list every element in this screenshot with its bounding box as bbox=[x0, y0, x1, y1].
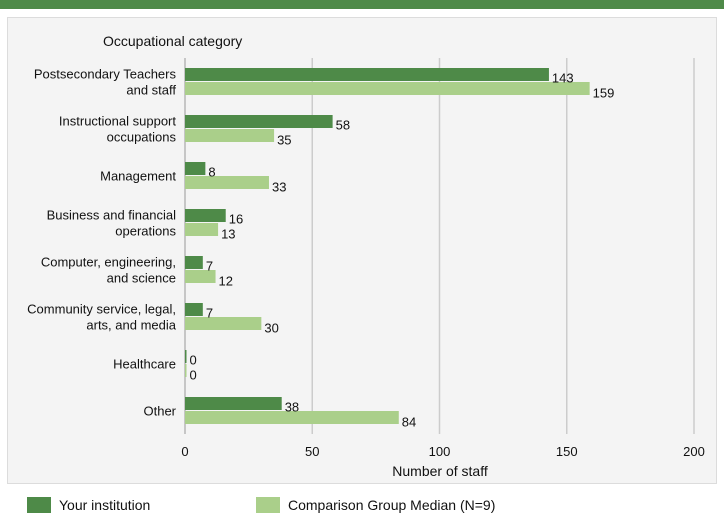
y-axis-title: Occupational category bbox=[103, 33, 242, 49]
bar-healthcare-series-1 bbox=[185, 350, 187, 363]
x-tick-label-200: 200 bbox=[683, 444, 705, 459]
bar-business-and-financial-operations-series-2 bbox=[185, 223, 219, 236]
x-tick-label-100: 100 bbox=[429, 444, 451, 459]
value-label-postsecondary-teachers-and-staff-series-1: 143 bbox=[552, 71, 574, 86]
gridlines bbox=[184, 58, 695, 434]
value-label-other-series-2: 84 bbox=[402, 415, 416, 430]
x-tick-labels: 0 50 100 150 200 bbox=[181, 444, 704, 459]
category-label-computer-engineering-and-science-line-1: Computer, engineering, bbox=[41, 255, 176, 270]
value-label-management-series-2: 33 bbox=[272, 180, 286, 195]
legend-swatch-comparison-median bbox=[256, 497, 280, 513]
x-tick-label-0: 0 bbox=[181, 444, 188, 459]
bar-other-series-2 bbox=[185, 411, 399, 424]
legend-swatch-your-institution bbox=[27, 497, 51, 513]
category-label-business-and-financial-operations-line-1: Business and financial bbox=[47, 208, 176, 223]
bar-instructional-support-occupations-series-1 bbox=[185, 115, 333, 128]
value-label-instructional-support-occupations-series-1: 58 bbox=[336, 118, 350, 133]
category-label-management: Management bbox=[100, 169, 176, 184]
value-label-other-series-1: 38 bbox=[285, 400, 299, 415]
bar-management-series-2 bbox=[185, 176, 269, 189]
bar-community-service-legal-arts-and-media-series-1 bbox=[185, 303, 203, 316]
x-axis-title: Number of staff bbox=[392, 463, 488, 479]
value-label-instructional-support-occupations-series-2: 35 bbox=[277, 133, 291, 148]
value-label-postsecondary-teachers-and-staff-series-2: 159 bbox=[593, 86, 615, 101]
value-label-computer-engineering-and-science-series-1: 7 bbox=[206, 259, 213, 274]
category-label-computer-engineering-and-science-line-2: and science bbox=[107, 271, 176, 286]
value-label-community-service-legal-arts-and-media-series-1: 7 bbox=[206, 306, 213, 321]
bar-healthcare-series-2 bbox=[185, 364, 187, 377]
bar-management-series-1 bbox=[185, 162, 206, 175]
bar-business-and-financial-operations-series-1 bbox=[185, 209, 226, 222]
value-label-business-and-financial-operations-series-1: 16 bbox=[229, 212, 243, 227]
bar-community-service-legal-arts-and-media-series-2 bbox=[185, 317, 262, 330]
top-accent-bar bbox=[0, 0, 724, 9]
value-label-management-series-1: 8 bbox=[208, 165, 215, 180]
bar-computer-engineering-and-science-series-1 bbox=[185, 256, 203, 269]
category-label-community-service-legal-arts-and-media-line-1: Community service, legal, bbox=[27, 302, 176, 317]
legend-label-comparison-median: Comparison Group Median (N=9) bbox=[288, 497, 496, 513]
bar-other-series-1 bbox=[185, 397, 282, 410]
category-label-other: Other bbox=[143, 404, 176, 419]
value-label-healthcare-series-1: 0 bbox=[190, 353, 197, 368]
value-label-community-service-legal-arts-and-media-series-2: 30 bbox=[264, 321, 278, 336]
category-label-postsecondary-teachers-and-staff-line-1: Postsecondary Teachers bbox=[34, 67, 177, 82]
category-label-instructional-support-occupations-line-1: Instructional support bbox=[59, 114, 176, 129]
category-label-business-and-financial-operations-line-2: operations bbox=[115, 224, 176, 239]
category-label-postsecondary-teachers-and-staff-line-2: and staff bbox=[126, 83, 176, 98]
category-label-healthcare: Healthcare bbox=[113, 357, 176, 372]
value-label-business-and-financial-operations-series-2: 13 bbox=[221, 227, 235, 242]
category-label-instructional-support-occupations-line-2: occupations bbox=[107, 130, 177, 145]
bar-computer-engineering-and-science-series-2 bbox=[185, 270, 216, 283]
bar-postsecondary-teachers-and-staff-series-1 bbox=[185, 68, 549, 81]
bars bbox=[185, 68, 590, 424]
value-label-computer-engineering-and-science-series-2: 12 bbox=[219, 274, 233, 289]
value-label-healthcare-series-2: 0 bbox=[190, 368, 197, 383]
x-tick-label-150: 150 bbox=[556, 444, 578, 459]
bar-postsecondary-teachers-and-staff-series-2 bbox=[185, 82, 590, 95]
legend-label-your-institution: Your institution bbox=[59, 497, 151, 513]
bar-instructional-support-occupations-series-2 bbox=[185, 129, 275, 142]
x-tick-label-50: 50 bbox=[305, 444, 319, 459]
category-label-community-service-legal-arts-and-media-line-2: arts, and media bbox=[86, 318, 176, 333]
